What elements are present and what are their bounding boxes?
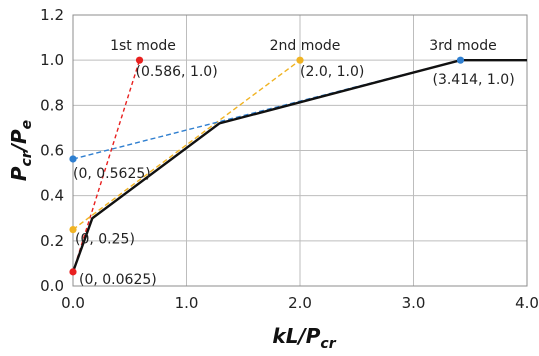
y-axis-title-sep: /P: [7, 129, 31, 153]
series-layer: [71, 59, 527, 273]
y-tick-label: 0.8: [40, 96, 64, 114]
series-line-3rd-mode: [72, 59, 461, 160]
data-point: [135, 56, 144, 64]
data-point: [456, 56, 465, 64]
data-point: [69, 268, 77, 276]
x-tick-label: 3.0: [402, 294, 426, 312]
point-label: (3.414, 1.0): [432, 72, 514, 88]
x-tick-label: 2.0: [288, 294, 312, 312]
point-label: (0.586, 1.0): [136, 64, 218, 80]
y-tick-label: 0.6: [40, 142, 64, 160]
point-label: (0, 0.25): [75, 232, 135, 248]
x-tick-label: 4.0: [515, 294, 539, 312]
x-tick-label: 0.0: [61, 294, 85, 312]
y-axis-title-main: P: [7, 166, 31, 181]
x-axis-title-main: kL/P: [272, 324, 320, 348]
x-axis-title-sub: cr: [320, 336, 336, 352]
marker-layer: [69, 56, 465, 276]
anno-layer: (0, 0.0625) (0.586, 1.0) (0, 0.25) (2.0, 1.…: [73, 38, 515, 288]
y-axis-title: Pcr/Pe: [7, 120, 35, 181]
data-point: [69, 155, 77, 163]
data-point: [69, 225, 77, 234]
tick-layer: 0.0 0.2 0.4 0.6 0.8 1.0 1.2 0.0 1.0 2.0 3.0 4.0: [40, 6, 539, 312]
grid: [72, 14, 528, 287]
y-tick-label: 0.2: [40, 232, 64, 250]
series-line-2nd-mode: [72, 59, 301, 231]
point-label: (2.0, 1.0): [300, 64, 364, 80]
series-name-label: 3rd mode: [429, 38, 496, 54]
y-tick-label: 1.2: [40, 6, 64, 24]
series-line-1st-mode: [72, 59, 141, 273]
data-point: [296, 56, 304, 64]
series-name-label: 2nd mode: [270, 38, 341, 54]
plot-frame: [72, 14, 528, 287]
series-name-label: 1st mode: [110, 38, 176, 54]
y-tick-label: 0.0: [40, 277, 64, 295]
x-axis-title: kL/Pcr: [272, 324, 336, 352]
point-label: (0, 0.5625): [73, 166, 151, 182]
y-axis-title-sub: cr: [19, 150, 35, 166]
point-label: (0, 0.0625): [79, 272, 157, 288]
y-tick-label: 1.0: [40, 51, 64, 69]
x-tick-label: 1.0: [175, 294, 199, 312]
series-line-envelope: [71, 59, 527, 273]
y-tick-label: 0.4: [40, 187, 64, 205]
y-axis-title-sub2: e: [19, 120, 35, 130]
